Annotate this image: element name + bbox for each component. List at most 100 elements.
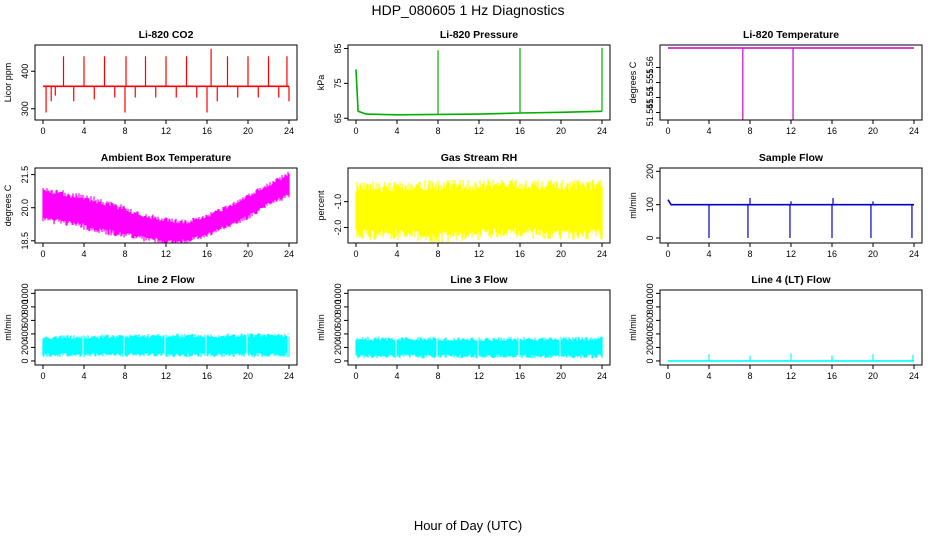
- y-axis-label: ml/min: [3, 314, 13, 341]
- x-tick-label: 16: [827, 371, 837, 381]
- x-tick-label: 4: [706, 371, 711, 381]
- x-tick-label: 16: [202, 249, 212, 259]
- y-tick-label: 85: [333, 43, 343, 53]
- x-tick-label: 8: [122, 126, 127, 136]
- x-tick-label: 16: [827, 126, 837, 136]
- x-tick-label: 12: [786, 371, 796, 381]
- x-tick-label: 24: [597, 126, 607, 136]
- panel-title: Gas Stream RH: [441, 152, 517, 164]
- x-tick-label: 0: [665, 371, 670, 381]
- y-tick-label: 200: [645, 340, 655, 355]
- x-tick-label: 24: [597, 371, 607, 381]
- x-tick-label: 0: [665, 126, 670, 136]
- x-tick-label: 4: [706, 126, 711, 136]
- panel-0: Li-820 CO2 0 4 8 12 16 20 24 300 400 Licor ppm: [3, 29, 298, 136]
- x-tick-label: 24: [909, 126, 919, 136]
- y-tick-label: 600: [333, 313, 343, 328]
- x-tick-label: 16: [515, 126, 525, 136]
- panel-title: Line 2 Flow: [137, 274, 195, 286]
- data-layer: [355, 47, 603, 116]
- data-layer: [42, 333, 290, 358]
- y-tick-label: 0: [333, 358, 343, 363]
- x-tick-label: 12: [161, 126, 171, 136]
- y-tick-label: 600: [20, 313, 30, 328]
- panel-title: Line 3 Flow: [450, 274, 508, 286]
- x-tick-label: 20: [868, 126, 878, 136]
- y-tick-label: 200: [333, 340, 343, 355]
- y-tick-label: 400: [645, 326, 655, 341]
- x-tick-label: 0: [40, 126, 45, 136]
- x-tick-label: 24: [909, 249, 919, 259]
- x-tick-label: 4: [394, 249, 399, 259]
- y-tick-label: 600: [645, 313, 655, 328]
- y-tick-label: 21.5: [20, 166, 30, 184]
- x-tick-label: 20: [243, 126, 253, 136]
- x-tick-label: 12: [786, 249, 796, 259]
- y-tick-label: 400: [333, 326, 343, 341]
- y-tick-label: 0: [20, 358, 30, 363]
- y-tick-label: 200: [20, 340, 30, 355]
- x-tick-label: 8: [747, 249, 752, 259]
- x-tick-label: 12: [161, 249, 171, 259]
- x-tick-label: 8: [122, 371, 127, 381]
- x-tick-label: 20: [556, 126, 566, 136]
- x-tick-label: 12: [786, 126, 796, 136]
- x-tick-label: 0: [40, 249, 45, 259]
- y-tick-label: 65: [333, 113, 343, 123]
- x-tick-label: 4: [394, 371, 399, 381]
- x-tick-label: 12: [161, 371, 171, 381]
- series-line: [667, 199, 914, 206]
- y-tick-label: 200: [645, 164, 655, 179]
- data-layer: [355, 179, 603, 243]
- band-series: [355, 336, 603, 359]
- y-tick-label: 800: [333, 299, 343, 314]
- figure-title: HDP_080605 1 Hz Diagnostics: [371, 2, 565, 18]
- x-tick-label: 24: [284, 371, 294, 381]
- x-tick-label: 4: [81, 126, 86, 136]
- y-tick-label: 51.555: [645, 69, 655, 97]
- x-tick-label: 16: [827, 249, 837, 259]
- panel-8: Line 4 (LT) Flow 0 4 8 12 16 20 24 0 200400600800…: [628, 274, 923, 381]
- x-tick-label: 8: [747, 126, 752, 136]
- x-tick-label: 20: [868, 249, 878, 259]
- y-tick-label: 51.545: [645, 99, 655, 127]
- band-series: [42, 171, 290, 243]
- panel-title: Line 4 (LT) Flow: [751, 274, 831, 286]
- y-tick-label: 1000: [645, 283, 655, 303]
- y-tick-label: 0: [645, 358, 655, 363]
- x-tick-label: 0: [353, 126, 358, 136]
- x-tick-label: 8: [747, 371, 752, 381]
- y-tick-label: 800: [20, 299, 30, 314]
- y-axis-label: kPa: [316, 75, 326, 91]
- y-axis-label: percent: [316, 190, 326, 221]
- y-axis-label: degrees C: [628, 61, 638, 103]
- y-tick-label: 300: [20, 101, 30, 116]
- x-tick-label: 16: [202, 371, 212, 381]
- x-tick-label: 24: [284, 249, 294, 259]
- x-tick-label: 20: [556, 249, 566, 259]
- y-tick-label: 75: [333, 78, 343, 88]
- y-tick-label: 400: [20, 326, 30, 341]
- x-tick-label: 8: [122, 249, 127, 259]
- x-tick-label: 4: [81, 371, 86, 381]
- x-tick-label: 24: [909, 371, 919, 381]
- panel-title: Li-820 CO2: [139, 29, 194, 41]
- data-layer: [668, 47, 914, 120]
- data-layer: [668, 353, 914, 362]
- x-tick-label: 16: [515, 249, 525, 259]
- plot-frame: [347, 44, 611, 121]
- x-tick-label: 20: [243, 371, 253, 381]
- series-line: [355, 69, 603, 116]
- x-tick-label: 4: [706, 249, 711, 259]
- panel-1: Li-820 Pressure 0 4 8 12 16 20 24 65 75 85 kPa: [316, 29, 611, 136]
- y-tick-label: 1000: [333, 283, 343, 303]
- panel-4: Gas Stream RH 0 4 8 12 16 20 24 -2.0 -1.0 percent: [316, 152, 611, 259]
- figure-xlabel: Hour of Day (UTC): [413, 518, 523, 533]
- x-tick-label: 12: [474, 249, 484, 259]
- panel-title: Li-820 Pressure: [440, 29, 518, 41]
- x-tick-label: 0: [353, 249, 358, 259]
